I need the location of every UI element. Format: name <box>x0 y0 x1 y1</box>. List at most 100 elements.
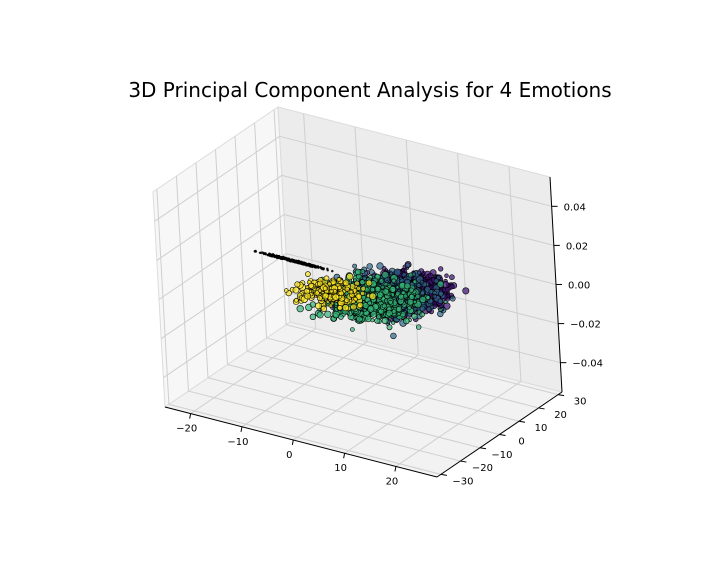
scatter-point <box>356 286 361 291</box>
scatter-point <box>386 324 393 331</box>
scatter-point <box>385 309 393 317</box>
y-gridline <box>168 403 442 475</box>
scatter-point <box>346 273 354 281</box>
z-gridline <box>283 214 557 285</box>
scatter-point <box>419 280 425 285</box>
scatter-point <box>331 269 334 273</box>
x-tick-mark <box>394 466 397 472</box>
scatter-point <box>390 332 397 340</box>
scatter-point <box>398 293 405 300</box>
scatter-point <box>307 263 310 266</box>
scatter-point <box>368 269 375 275</box>
scatter-point <box>408 287 415 293</box>
y-tick-label: 0 <box>518 437 524 448</box>
scatter-point <box>407 305 412 311</box>
scatter-point <box>365 315 372 323</box>
scatter-point <box>449 295 456 302</box>
y-tick-label: −10 <box>491 450 512 461</box>
scatter-point <box>393 268 402 276</box>
scatter-point <box>388 299 393 305</box>
y-tick-label: 30 <box>574 397 587 408</box>
scatter-point <box>389 285 397 293</box>
y-gridline <box>227 364 500 435</box>
x-tick-label: 0 <box>286 450 292 461</box>
scatter-point <box>356 273 362 280</box>
y-tick-mark <box>518 420 526 423</box>
z-gridline <box>281 174 554 246</box>
x-tick-mark <box>189 413 192 419</box>
scatter-point <box>322 267 325 271</box>
scatter-point <box>416 283 422 288</box>
y-tick-mark <box>538 407 545 410</box>
scatter-point <box>381 303 387 309</box>
scatter-point <box>359 279 366 286</box>
scatter-point <box>366 263 373 270</box>
y-gridline <box>285 324 559 396</box>
scatter-point <box>286 258 289 261</box>
scatter-point <box>316 280 323 287</box>
scatter-point <box>438 307 443 312</box>
scatter-point <box>419 305 426 312</box>
y-tick-label: 20 <box>554 410 567 421</box>
scatter-point <box>438 266 444 272</box>
x-tick-mark <box>240 426 243 432</box>
scatter-point <box>444 273 449 278</box>
scatter-point <box>270 253 274 257</box>
scatter-point <box>351 299 356 304</box>
scatter-point <box>338 314 344 320</box>
scatter-point <box>289 260 292 263</box>
scatter-point <box>326 269 329 272</box>
z-tick-label: −0.02 <box>570 320 601 331</box>
scatter-point <box>365 279 373 287</box>
scatter-point <box>401 267 406 272</box>
x-axis-line <box>164 406 438 478</box>
scatter-point <box>342 279 350 287</box>
scatter-point <box>350 327 355 332</box>
scatter-point <box>337 285 342 291</box>
scatter-point <box>324 310 332 318</box>
axis-ticks: −20 −10 0 10 20 −30 −20 −10 0 10 20 30 −0.04 −0.02 0.0… <box>164 176 603 487</box>
y-axis-line <box>436 391 563 478</box>
scatter-point <box>337 304 343 311</box>
scatter-point <box>404 282 411 290</box>
y-tick-mark <box>440 473 447 476</box>
scatter-point <box>378 278 385 284</box>
y-tick-label: −30 <box>452 476 473 487</box>
scatter-point <box>320 305 328 312</box>
scatter-point <box>411 313 418 320</box>
z-tick-label: −0.04 <box>572 359 603 370</box>
scatter-point <box>436 280 445 288</box>
scatter-point <box>319 265 322 269</box>
x-tick-label: 10 <box>334 463 347 474</box>
scatter-point <box>405 262 411 268</box>
y-gridline <box>207 377 481 449</box>
scatter-point <box>309 301 317 308</box>
scatter-point <box>432 294 437 299</box>
scatter-point <box>309 313 317 320</box>
y-gridline <box>246 350 520 422</box>
scatter-point <box>316 311 324 319</box>
scatter-point <box>402 317 410 325</box>
scatter-point <box>437 298 444 305</box>
scatter-point <box>391 320 396 325</box>
y-tick-mark <box>479 447 487 450</box>
y-tick-mark <box>499 434 506 436</box>
z-gridline <box>158 214 285 300</box>
scatter-point <box>369 292 377 300</box>
scatter-point <box>329 289 334 294</box>
scatter-point <box>344 297 350 303</box>
scatter-point <box>356 315 363 323</box>
x-tick-mark <box>343 453 346 459</box>
scatter-point <box>342 304 350 312</box>
z-tick-label: 0.02 <box>566 241 588 252</box>
scatter-point <box>376 291 384 299</box>
scatter-point <box>368 274 373 280</box>
chart-title: 3D Principal Component Analysis for 4 Em… <box>128 78 612 102</box>
x-tick-label: 20 <box>386 476 399 487</box>
scatter-point <box>408 293 415 300</box>
z-axis-line <box>549 176 563 393</box>
scatter-point <box>293 297 299 303</box>
z-gridline <box>160 253 287 340</box>
y-tick-label: 10 <box>535 423 548 434</box>
scatter-point <box>381 271 389 279</box>
